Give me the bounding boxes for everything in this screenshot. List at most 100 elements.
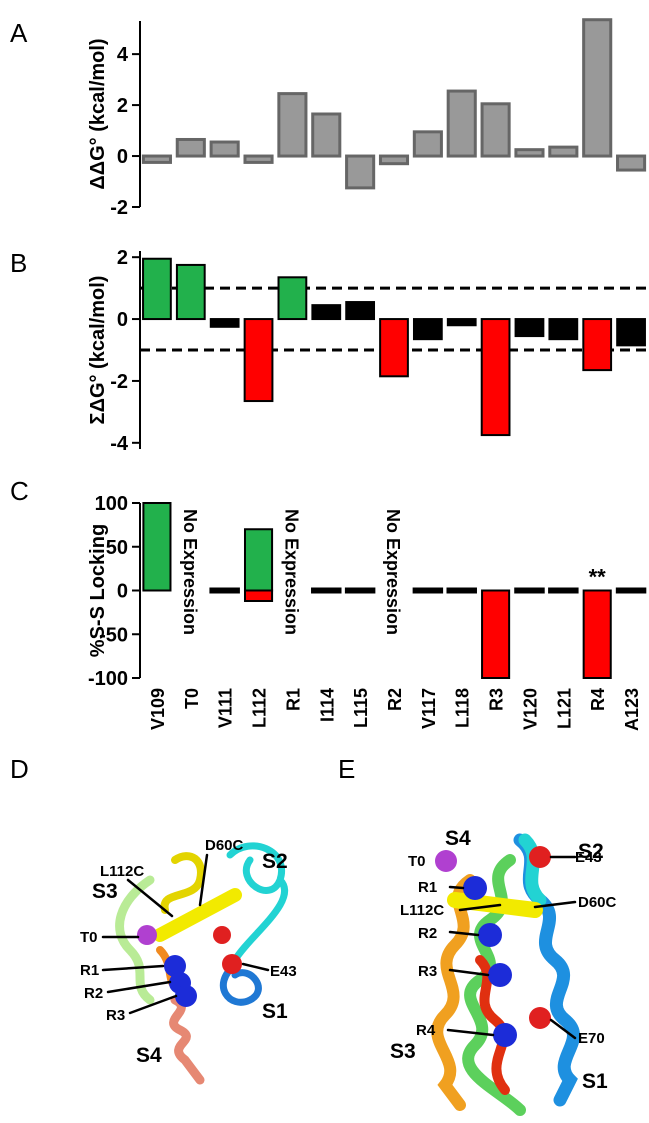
bar [143,503,170,591]
bar [516,150,543,156]
y-tick-label: 2 [117,247,128,269]
bar [549,319,577,339]
y-tick-label: 4 [117,44,129,66]
bar [514,588,544,594]
structure-label: R2 [84,985,103,1002]
bar [313,114,340,156]
structure-label: S4 [136,1044,162,1067]
structure-label: S4 [445,827,471,850]
annotation: No Expression [180,509,200,635]
structure-label: R1 [418,879,437,896]
structure-label: R3 [106,1007,125,1024]
panel-label: B [10,248,27,278]
bar [550,147,577,156]
panel-label: D [10,754,29,784]
bar [414,319,442,339]
structure-label: R3 [418,963,437,980]
structure-label: T0 [408,853,426,870]
x-tick-label: R2 [385,688,405,711]
structure-label: R4 [416,1022,436,1039]
y-tick-label: 100 [95,493,128,515]
structure-label: D60C [578,894,617,911]
structure-d [103,846,285,1080]
x-tick-label: R1 [283,688,303,711]
bar [482,591,509,679]
bar [448,319,476,325]
bar [584,20,611,156]
y-axis-label: ΔΔG° (kcal/mol) [87,38,109,189]
x-tick-label: L121 [554,688,574,729]
x-tick-label: A123 [622,688,642,731]
bar [448,91,475,156]
y-tick-label: -2 [110,197,128,219]
structure-label: E43 [575,849,602,866]
x-tick-label: L115 [351,688,371,728]
bar [380,156,407,164]
x-tick-label: V120 [520,688,540,730]
bar [482,104,509,156]
bar [311,588,341,594]
structure-label: D60C [205,837,244,854]
bar [583,319,611,370]
structure-label: T0 [80,929,98,946]
structure-label: E43 [270,963,297,980]
structure-label: S2 [262,850,288,873]
x-tick-label: R3 [487,688,507,711]
annotation: No Expression [383,509,403,635]
y-tick-label: 50 [106,537,128,559]
bar [446,588,476,594]
x-tick-label: R4 [588,688,608,711]
structure-label: S3 [390,1040,416,1063]
panel-label: E [338,754,355,784]
bar [312,305,340,319]
structure-label: S3 [92,880,118,903]
annotation: ** [589,565,607,590]
x-tick-label: L112 [250,688,270,728]
figure: A B C D E L112C D60C S2 S3 T0 R1 R2 R3 E… [0,0,649,1123]
panel-label: A [10,18,28,48]
structure-label: L112C [400,902,444,919]
bar [211,319,239,327]
x-tick-label: V111 [216,688,236,728]
bar [245,319,273,401]
structure-label: E70 [578,1030,605,1047]
bar [380,319,408,376]
bar [279,277,307,319]
x-tick-label: V117 [419,688,439,729]
bar [346,302,374,319]
bar [177,265,205,319]
y-tick-label: 2 [117,95,128,117]
y-tick-label: -100 [88,668,128,690]
bar [617,319,645,345]
structure-label: R2 [418,925,437,942]
y-tick-label: 0 [117,309,128,331]
bar [414,132,441,156]
y-tick-label: -4 [110,433,129,455]
bar [209,588,239,594]
structure-label: L112C [100,863,144,880]
x-tick-label: L118 [453,688,473,728]
structure-label: R1 [80,962,99,979]
structure-label: S1 [582,1070,608,1093]
panel-label: C [10,476,29,506]
bar [143,156,170,162]
x-tick-label: T0 [182,688,202,709]
bar [616,588,646,594]
annotation: No Expression [281,509,301,635]
structure-e [435,840,575,1110]
y-axis-label: %S-S Locking [87,524,109,657]
y-tick-label: -2 [110,371,128,393]
x-tick-label: V109 [148,688,168,730]
bar [143,259,171,319]
bar [279,94,306,156]
bar [211,142,238,156]
x-tick-label: I114 [317,688,337,722]
bar [245,529,272,590]
bar [347,156,374,188]
bar [516,319,544,336]
bar [345,588,375,594]
bar [177,139,204,156]
bar [618,156,645,170]
bar [482,319,510,435]
y-axis-label: ΣΔG° (kcal/mol) [87,276,109,425]
